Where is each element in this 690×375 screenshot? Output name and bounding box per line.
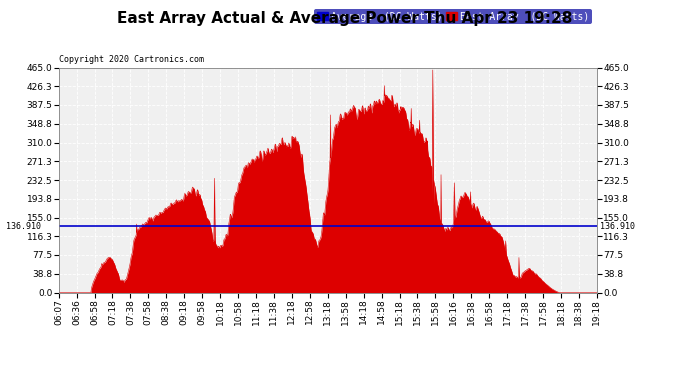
- Text: Copyright 2020 Cartronics.com: Copyright 2020 Cartronics.com: [59, 55, 204, 64]
- Text: East Array Actual & Average Power Thu Apr 23 19:28: East Array Actual & Average Power Thu Ap…: [117, 11, 573, 26]
- Text: 136.910: 136.910: [6, 222, 41, 231]
- Legend: Average  (DC Watts), East Array  (DC Watts): Average (DC Watts), East Array (DC Watts…: [314, 9, 592, 24]
- Text: 136.910: 136.910: [600, 222, 635, 231]
